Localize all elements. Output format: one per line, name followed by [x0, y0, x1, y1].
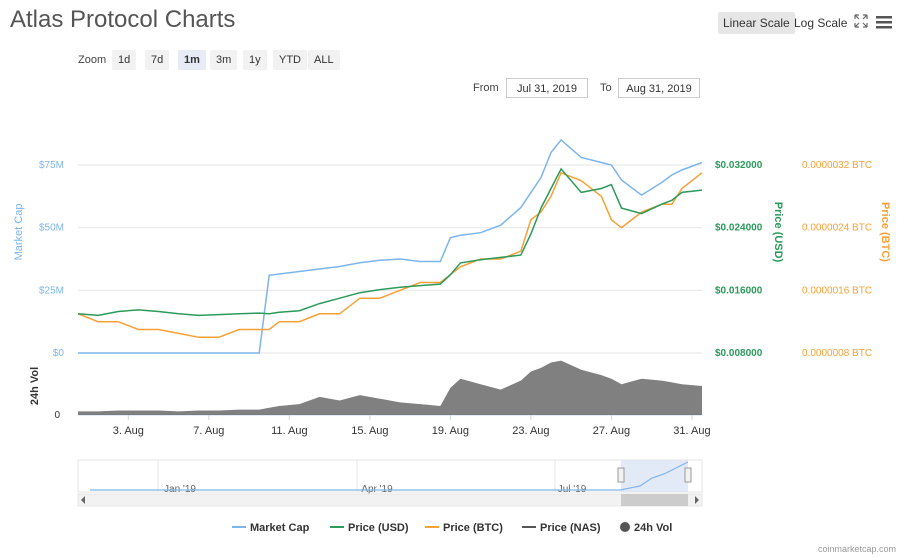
market-cap-tick-label: $0 [53, 348, 65, 359]
navigator-selection [621, 460, 688, 492]
from-label: From [473, 82, 499, 94]
scroll-left-icon [81, 496, 85, 504]
x-tick-label: 11. Aug [271, 425, 308, 437]
zoom-7d-button[interactable]: 7d [145, 50, 170, 70]
price-usd-line [77, 167, 703, 317]
x-tick-label: 19. Aug [432, 425, 469, 437]
navigator-scrollbar [77, 493, 703, 507]
price-btc-tick-label: 0.0000016 BTC [802, 285, 872, 296]
price-usd-tick-label: $0.032000 [715, 160, 763, 171]
volume-axis-title: 24h Vol [29, 367, 41, 405]
from-date-input[interactable]: Jul 31, 2019 [506, 78, 588, 98]
zoom-label: Zoom [78, 54, 107, 66]
menu-icon[interactable] [876, 15, 892, 34]
navigator-series-line [90, 461, 689, 491]
price-btc-tick-label: 0.0000024 BTC [802, 223, 872, 234]
zoom-all-button[interactable]: ALL [308, 50, 340, 70]
legend-item: 24h Vol [634, 522, 672, 534]
legend-item: Price (USD) [348, 522, 409, 534]
log-scale-button[interactable]: Log Scale [794, 16, 848, 30]
price-btc-tick-label: 0.0000008 BTC [802, 348, 872, 359]
navigator-scrollbar-thumb [621, 494, 688, 506]
x-tick-label: 31. Aug [673, 425, 710, 437]
navigator-frame [77, 459, 703, 493]
legend-swatch [620, 522, 630, 532]
market-cap-tick-label: $75M [39, 160, 64, 171]
market-cap-line [78, 138, 703, 354]
navigator-handle [617, 467, 625, 483]
price-usd-tick-label: $0.008000 [715, 348, 763, 359]
fullscreen-icon[interactable] [854, 14, 868, 33]
x-tick-label: 15. Aug [351, 425, 388, 437]
x-tick-label: 3. Aug [113, 425, 144, 437]
scroll-right-icon [695, 496, 699, 504]
volume-tick-label: 0 [54, 410, 60, 421]
price-usd-tick-label: $0.024000 [715, 223, 763, 234]
navigator-handle [684, 467, 692, 483]
market-cap-tick-label: $50M [39, 223, 64, 234]
market-cap-tick-label: $25M [39, 285, 64, 296]
price-btc-axis-title: Price (BTC) [879, 202, 891, 262]
page-title: Atlas Protocol Charts [10, 6, 236, 33]
legend-item: Price (NAS) [540, 522, 601, 534]
price-btc-line [77, 171, 703, 339]
legend-item: Price (BTC) [443, 522, 503, 534]
zoom-1d-button[interactable]: 1d [112, 50, 137, 70]
to-date-input[interactable]: Aug 31, 2019 [618, 78, 700, 98]
credit-link[interactable]: coinmarketcap.com [817, 544, 896, 554]
zoom-1m-button[interactable]: 1m [178, 50, 206, 70]
volume-area [78, 360, 702, 415]
linear-scale-button[interactable]: Linear Scale [718, 12, 795, 34]
zoom-ytd-button[interactable]: YTD [273, 50, 307, 70]
price-btc-tick-label: 0.0000032 BTC [802, 160, 872, 171]
to-label: To [600, 82, 612, 94]
price-usd-tick-label: $0.016000 [715, 285, 763, 296]
zoom-3m-button[interactable]: 3m [210, 50, 238, 70]
x-tick-label: 27. Aug [593, 425, 630, 437]
price-usd-axis-title: Price (USD) [772, 202, 784, 263]
legend-item: Market Cap [250, 522, 310, 534]
x-tick-label: 23. Aug [512, 425, 549, 437]
zoom-1y-button[interactable]: 1y [243, 50, 267, 70]
market-cap-axis-title: Market Cap [13, 204, 25, 261]
x-tick-label: 7. Aug [193, 425, 224, 437]
